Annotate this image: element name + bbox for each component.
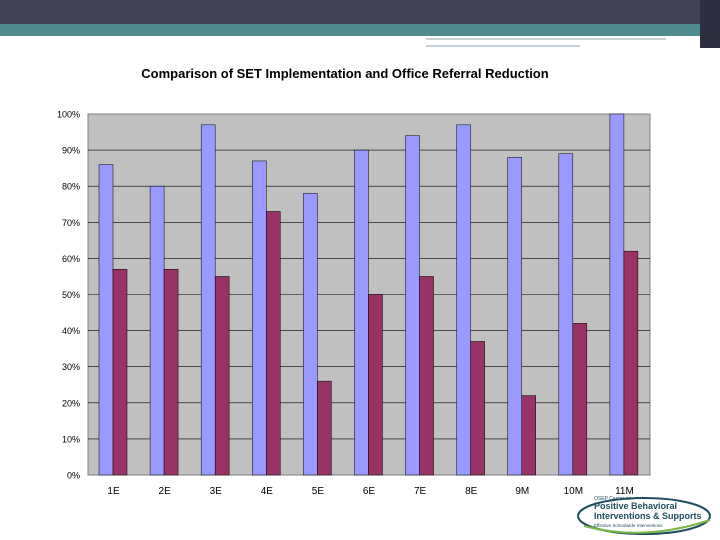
bar-series-2-11M [623,250,639,476]
y-axis-tick-labels: 0% 10% 20% 30% 40% 50% 60% 70% 80% 90% 100% [57,110,80,481]
x-tick-label: 10M [564,486,583,497]
y-tick-label: 0% [67,471,80,481]
y-tick-label: 20% [62,398,80,408]
bar-series-2-7E [419,276,434,476]
pbis-logo: OSEP Center on Positive Behavioral Inter… [577,496,711,535]
bar-series-1-1E [98,164,114,476]
x-tick-label: 11M [615,486,634,497]
logo-swoosh-accent [583,519,711,534]
x-tick-label: 1E [107,486,120,497]
y-tick-label: 30% [62,362,80,372]
x-tick-label: 4E [261,486,274,497]
slide-header-corner [700,0,720,48]
bar-series-1-3E [200,124,216,476]
logo-line-3: Interventions & Supports [594,511,702,521]
x-tick-label: 6E [363,486,376,497]
chart-title: Comparison of SET Implementation and Off… [141,66,548,81]
x-tick-label: 2E [159,486,172,497]
bar-series-1-9M [507,157,522,476]
x-tick-label: 8E [465,486,478,497]
bar-series-2-1E [112,268,128,476]
y-tick-label: 70% [62,218,80,228]
x-tick-label: 7E [414,486,427,497]
bar-series-2-9M [521,395,536,476]
y-tick-label: 100% [57,110,80,120]
bars [98,113,639,476]
bar-series-1-2E [149,185,165,476]
y-tick-label: 40% [62,326,80,336]
bar-series-1-11M [609,113,625,476]
bar-series-2-10M [572,323,588,476]
logo-line-4: Effective Schoolwide Interventions [594,523,663,528]
x-tick-label: 5E [312,486,325,497]
bar-series-1-7E [405,135,420,476]
x-tick-label: 3E [210,486,223,497]
x-axis-tick-labels: 1E 2E 3E 4E 5E 6E 7E 8E 9M 10M 11M [107,486,633,497]
bar-series-1-6E [354,149,369,476]
y-tick-label: 10% [62,434,80,444]
y-tick-label: 80% [62,182,80,192]
bar-series-2-3E [214,276,230,476]
bar-series-1-8E [456,124,471,476]
decorative-line [426,38,666,40]
bar-series-2-4E [266,211,281,476]
y-tick-label: 90% [62,146,80,156]
bar-series-1-4E [252,160,267,476]
bar-chart: Comparison of SET Implementation and Off… [57,66,651,497]
logo-swoosh [577,497,711,535]
logo-line-2: Positive Behavioral [594,501,677,511]
x-tick-label: 9M [515,486,529,497]
decorative-line [426,45,580,47]
bar-series-2-5E [317,380,332,476]
bar-series-1-5E [303,193,318,476]
bar-series-2-8E [470,341,485,476]
slide-header-stripe [0,24,700,36]
bar-series-2-6E [368,294,383,476]
y-tick-label: 60% [62,254,80,264]
bar-series-1-10M [558,153,574,476]
y-tick-label: 50% [62,290,80,300]
bar-series-2-2E [163,268,179,476]
logo-line-1: OSEP Center on [594,496,631,502]
slide-header-bar [0,0,720,24]
